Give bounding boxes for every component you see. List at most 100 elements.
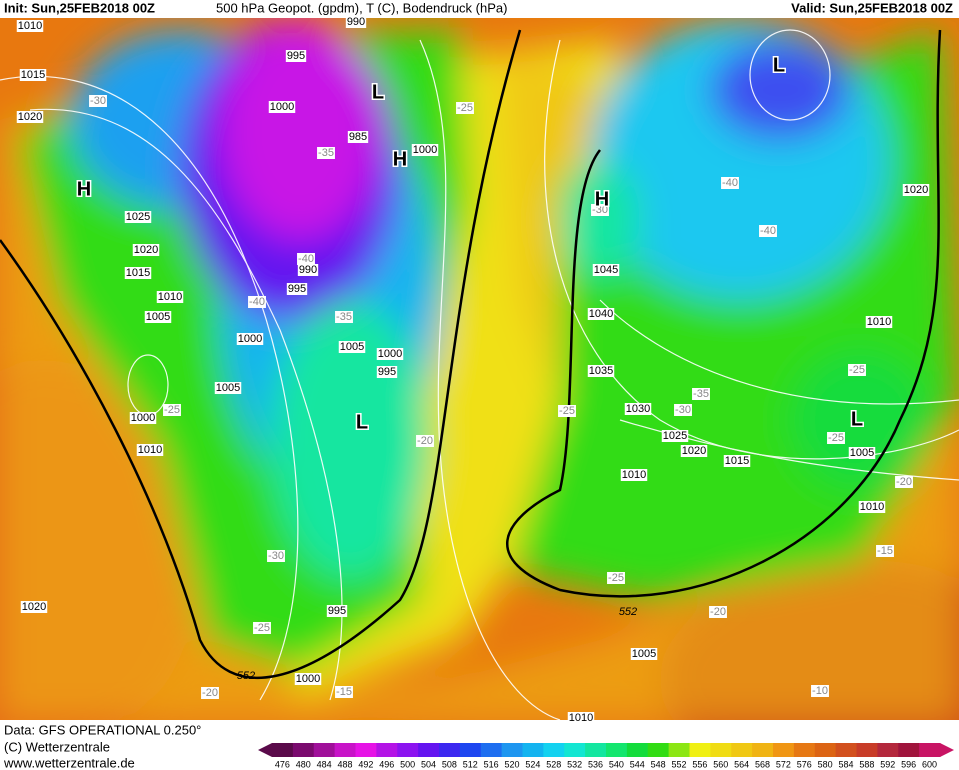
colorbar-swatch [439,743,461,757]
pressure-label: 1030 [626,403,650,415]
colorbar-swatch [292,743,315,757]
colorbar-swatch [710,743,732,757]
colorbar-label: 484 [317,759,332,769]
temperature-label-box: -20 [201,687,219,699]
map-title: 500 hPa Geopot. (gpdm), T (C), Bodendruc… [216,0,507,15]
colorbar-label: 488 [338,759,353,769]
colorbar-label: 552 [672,759,687,769]
pressure-label: 1000 [270,101,294,113]
temperature-label-box: -25 [558,405,576,417]
pressure-label-box: 1020 [16,111,44,123]
pressure-label-box: 1005 [848,447,876,459]
colorbar-arrow-right [940,743,954,757]
label-bg [811,685,829,697]
temperature-label: -25 [457,102,473,114]
pressure-label: 1020 [134,244,158,256]
label-bg [848,447,876,459]
pressure-label-box: 1000 [129,412,157,424]
colorbar-label: 600 [922,759,937,769]
temperature-label-box: -30 [674,404,692,416]
label-bg [345,16,367,28]
pressure-label-box: 995 [326,605,348,617]
pressure-label-box: 1010 [567,712,595,724]
colorbar-label: 584 [839,759,854,769]
label-bg [902,184,930,196]
colorbar-swatch [814,743,837,757]
label-bg [895,476,913,488]
label-bg [827,432,845,444]
pressure-label-box: 995 [285,50,307,62]
colorbar-label: 568 [755,759,770,769]
colorbar-label: 508 [442,759,457,769]
label-bg [267,550,285,562]
temperature-label-box: -15 [876,545,894,557]
pressure-label-box: 985 [347,131,369,143]
pressure-label-box: 990 [297,264,319,276]
temperature-label: -40 [722,177,738,189]
label-bg [132,244,160,256]
pressure-label-box: 1000 [294,673,322,685]
pressure-label: 1000 [238,333,262,345]
colorbar-label: 556 [692,759,707,769]
pressure-label-box: 1005 [144,311,172,323]
colorbar-swatch [606,743,628,757]
pressure-label: 1005 [216,382,240,394]
colorbar-label: 536 [588,759,603,769]
pressure-label-box: 1010 [858,501,886,513]
temperature-label: -25 [849,364,865,376]
pressure-label-box: 1010 [156,291,184,303]
colorbar-swatch [418,743,440,757]
temperature-label-box: -15 [335,686,353,698]
pressure-label: 1015 [21,69,45,81]
label-bg [20,601,48,613]
colorbar-label: 512 [463,759,478,769]
pressure-label-box: 1010 [865,316,893,328]
temperature-label-box: -10 [811,685,829,697]
pressure-label-box: 1020 [132,244,160,256]
pressure-label-box: 1010 [16,20,44,32]
temperature-label: -20 [896,476,912,488]
colorbar-label: 564 [734,759,749,769]
pressure-label-box: 1035 [587,365,615,377]
pressure-label: 1005 [146,311,170,323]
label-bg [136,444,164,456]
colorbar-swatch [793,743,816,757]
pressure-label: 995 [288,283,306,295]
label-bg [286,283,308,295]
temperature-label-box: -35 [692,388,710,400]
label-bg [709,606,727,618]
label-bg [624,403,652,415]
pressure-label: 985 [349,131,367,143]
pressure-label-box: 995 [376,366,398,378]
label-bg [661,430,689,442]
pressure-label-box: 1025 [661,430,689,442]
valid-time: Valid: Sun,25FEB2018 00Z [791,0,953,15]
label-bg [285,50,307,62]
colorbar-label: 596 [901,759,916,769]
pressure-label-box: 1005 [338,341,366,353]
pressure-label-box: 1045 [592,264,620,276]
label-bg [376,366,398,378]
colorbar-label: 532 [567,759,582,769]
label-bg [253,622,271,634]
label-bg [124,267,152,279]
pressure-label: 990 [347,16,365,28]
pressure-label-box: 1020 [20,601,48,613]
pressure-label-box: 1015 [723,455,751,467]
temperature-label-box: -25 [253,622,271,634]
label-bg [865,316,893,328]
colorbar-label: 576 [797,759,812,769]
height-label: 552 [619,606,637,618]
label-bg [16,20,44,32]
pressure-label: 1010 [18,20,42,32]
label-bg [416,435,434,447]
label-bg [144,311,172,323]
colorbar-swatch [376,743,398,757]
label-bg [567,712,595,724]
colorbar-label: 524 [525,759,540,769]
pressure-label-box: 990 [345,16,367,28]
pressure-center: H [77,178,91,200]
label-bg [607,572,625,584]
colorbar-swatch [919,743,941,757]
label-bg [876,545,894,557]
